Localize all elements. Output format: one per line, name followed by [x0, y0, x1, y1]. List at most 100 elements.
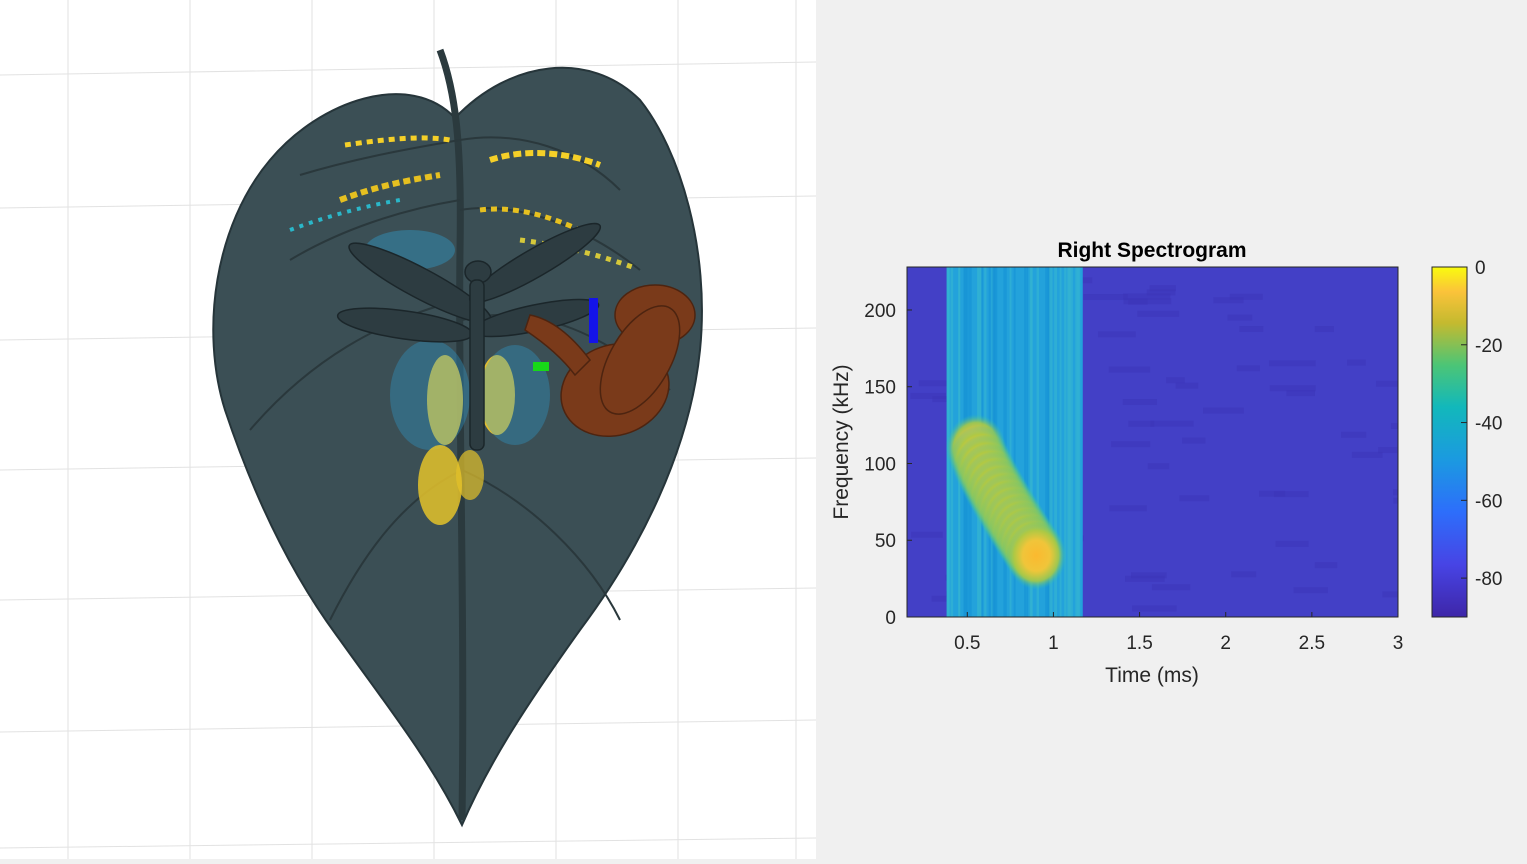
spectrogram-panel: Right Spectrogram 0.5 1 1.5 2 2.5 3 0 50 100 150…: [816, 0, 1527, 859]
heatmap-noise-cell: [1083, 294, 1128, 301]
plot-area[interactable]: [907, 267, 1436, 617]
colorbar-tick-label: -60: [1475, 491, 1502, 512]
colorbar-tick-label: 0: [1475, 258, 1486, 279]
heatmap-column: [1067, 267, 1070, 617]
heatmap-noise-cell: [1150, 420, 1194, 427]
heatmap-noise-cell: [911, 531, 943, 538]
heatmap-noise-cell: [1375, 380, 1398, 387]
heatmap-column: [1075, 267, 1079, 617]
heatmap-noise-cell: [1382, 591, 1398, 598]
heatmap-column: [1064, 267, 1067, 617]
heatmap-column: [1045, 267, 1048, 617]
heatmap-column: [1077, 267, 1081, 617]
heatmap-column: [1049, 267, 1053, 617]
heatmap-noise-cell: [1314, 562, 1338, 569]
y-axis-label: Frequency (kHz): [830, 364, 853, 519]
chart-title: Right Spectrogram: [1057, 239, 1246, 262]
heatmap-noise-cell: [1132, 605, 1177, 612]
axis-y-indicator: [533, 362, 549, 371]
heatmap-column: [1036, 267, 1040, 617]
heatmap-column: [1030, 267, 1033, 617]
heatmap-noise-cell: [1203, 407, 1244, 414]
x-axis-label: Time (ms): [1105, 664, 1199, 687]
heatmap-column: [1013, 267, 1016, 617]
heatmap-noise-cell: [1239, 326, 1264, 333]
heatmap-column: [1024, 267, 1027, 617]
heatmap-noise-cell: [1149, 285, 1176, 292]
heatmap-noise-cell: [1390, 422, 1398, 429]
heatmap-noise-cell: [1137, 310, 1180, 317]
y-tick-label: 0: [885, 608, 896, 629]
heatmap-noise-cell: [1123, 293, 1171, 300]
heatmap-noise-cell: [1131, 572, 1167, 579]
heatmap-noise-cell: [1146, 289, 1176, 296]
colorbar-tick-label: -40: [1475, 414, 1502, 435]
heatmap-noise-cell: [1227, 314, 1253, 321]
heatmap-noise-cell: [1151, 584, 1191, 591]
heatmap-noise-cell: [1108, 366, 1151, 373]
colorbar[interactable]: [1431, 266, 1468, 618]
x-tick-label: 3: [1393, 633, 1404, 654]
heatmap-noise-cell: [1273, 491, 1309, 498]
scene-canvas: [0, 0, 817, 859]
heatmap-noise-cell: [1182, 437, 1206, 444]
heatmap-column: [1059, 267, 1062, 617]
heatmap-noise-cell: [1125, 575, 1165, 582]
heatmap-noise-cell: [1175, 382, 1199, 389]
heatmap-noise-cell: [1109, 505, 1147, 512]
y-tick-label: 100: [864, 454, 896, 475]
heatmap-column: [1070, 267, 1073, 617]
x-tick-label: 0.5: [954, 633, 980, 654]
heatmap-noise-cell: [1268, 360, 1316, 367]
heatmap-column: [1009, 267, 1012, 617]
y-tick-label: 150: [864, 378, 896, 399]
x-tick-label: 1: [1048, 633, 1059, 654]
heatmap-noise-cell: [1147, 463, 1170, 470]
heatmap-noise-cell: [1314, 326, 1334, 333]
heatmap-noise-cell: [1128, 420, 1155, 427]
heatmap-noise-cell: [1259, 490, 1286, 497]
heatmap-noise-cell: [1393, 489, 1398, 496]
heatmap-noise-cell: [1123, 298, 1172, 305]
heatmap-noise-cell: [1236, 365, 1261, 372]
colorbar-tick-label: -20: [1475, 336, 1502, 357]
heatmap-noise-cell: [1269, 385, 1316, 392]
y-tick-label: 200: [864, 301, 896, 322]
heatmap-noise-cell: [1286, 390, 1315, 397]
heatmap-noise-cell: [1275, 540, 1309, 547]
x-tick-label: 1.5: [1126, 633, 1152, 654]
heatmap-noise-cell: [1351, 451, 1383, 458]
heatmap-noise-cell: [1393, 497, 1398, 504]
heatmap-noise-cell: [1097, 331, 1136, 338]
heatmap-noise-cell: [1341, 431, 1367, 438]
heatmap-noise-cell: [1231, 571, 1257, 578]
heatmap-noise-cell: [1213, 297, 1244, 304]
x-tick-label: 2: [1220, 633, 1231, 654]
heatmap-noise-cell: [1378, 447, 1398, 454]
bat-model: [524, 284, 696, 438]
heatmap-noise-cell: [1229, 293, 1263, 300]
plot-frame: [906, 266, 1399, 618]
colorbar-tick-label: -80: [1475, 569, 1502, 590]
heatmap-column: [1047, 267, 1051, 617]
x-tick-label: 2.5: [1299, 633, 1325, 654]
echo-highlights: [289, 135, 636, 525]
heatmap-noise-cell: [1166, 377, 1185, 384]
axis-z-indicator: [589, 298, 598, 343]
spectrogram-figure: Right Spectrogram 0.5 1 1.5 2 2.5 3 0 50 100 150…: [830, 239, 1502, 687]
x-axis: 0.5 1 1.5 2 2.5 3: [954, 612, 1403, 654]
heatmap-noise-cell: [1347, 359, 1366, 366]
heatmap-column: [1054, 267, 1058, 617]
heatmap-column: [1026, 267, 1029, 617]
heatmap-noise-cell: [1111, 441, 1151, 448]
heatmap-noise-cell: [1293, 587, 1328, 594]
heatmap-noise-cell: [1179, 495, 1210, 502]
3d-scene-view[interactable]: [0, 0, 817, 859]
call-sweep-blob: [1006, 521, 1067, 590]
y-axis: 0 50 100 150 200: [864, 301, 912, 629]
colorbar-ticks: 0 -20 -40 -60 -80: [1461, 258, 1502, 590]
heatmap-noise-cell: [1122, 399, 1158, 406]
y-tick-label: 50: [875, 531, 896, 552]
heatmap-noise-cell: [910, 392, 947, 399]
heatmap-noise-cell: [918, 380, 948, 387]
